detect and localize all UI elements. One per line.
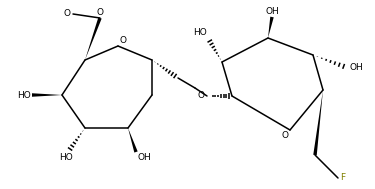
Text: HO: HO (193, 28, 207, 37)
Text: O: O (63, 9, 70, 19)
Text: HO: HO (59, 153, 73, 162)
Polygon shape (313, 90, 323, 155)
Polygon shape (268, 17, 274, 38)
Polygon shape (32, 93, 62, 97)
Text: O: O (96, 8, 104, 17)
Text: OH: OH (137, 153, 151, 162)
Polygon shape (128, 128, 138, 153)
Text: F: F (340, 174, 345, 183)
Text: O: O (198, 91, 205, 101)
Text: OH: OH (349, 64, 363, 73)
Polygon shape (85, 17, 102, 60)
Text: OH: OH (265, 7, 279, 16)
Text: O: O (281, 131, 288, 140)
Text: O: O (120, 36, 127, 45)
Text: HO: HO (17, 91, 31, 99)
